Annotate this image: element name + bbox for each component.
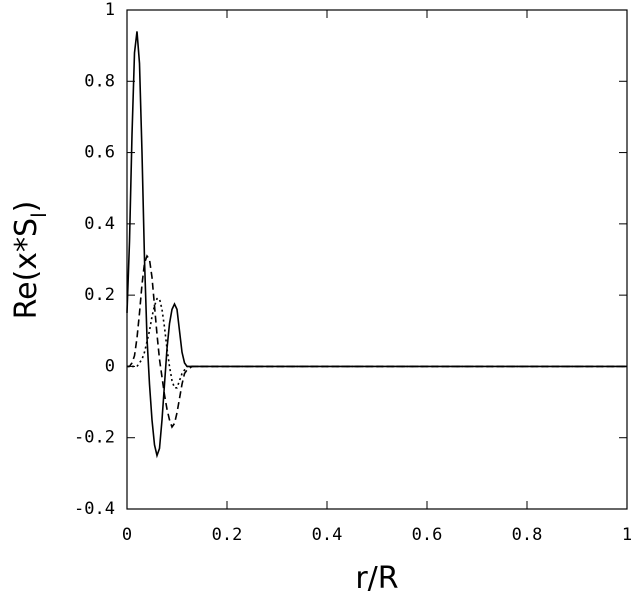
x-tick-label: 0.2 xyxy=(212,525,243,545)
series-line xyxy=(127,297,627,389)
y-tick-label: 1 xyxy=(105,0,115,20)
x-tick-label: 0 xyxy=(122,525,132,545)
x-tick-label: 0.6 xyxy=(412,525,443,545)
y-tick-label: 0.4 xyxy=(84,214,115,234)
y-axis-label: Re(x*Sl) xyxy=(9,201,51,320)
y-tick-label: -0.2 xyxy=(74,428,115,448)
y-label-end: ) xyxy=(9,201,44,213)
x-axis-label: r/R xyxy=(355,561,398,591)
y-tick-label: 0.8 xyxy=(84,71,115,91)
y-tick-label: -0.4 xyxy=(74,499,115,519)
x-tick-label: 1 xyxy=(622,525,632,545)
series-line xyxy=(127,254,627,429)
y-tick-label: 0.6 xyxy=(84,143,115,163)
y-tick-label: 0.2 xyxy=(84,285,115,305)
x-tick-label: 0.8 xyxy=(512,525,543,545)
y-label-sub: l xyxy=(27,212,51,218)
y-label-main: Re(x*S xyxy=(9,218,44,319)
plot-frame xyxy=(126,9,628,510)
x-tick-label: 0.4 xyxy=(312,525,343,545)
y-tick-label: 0 xyxy=(105,356,115,376)
series-line xyxy=(126,31,627,459)
